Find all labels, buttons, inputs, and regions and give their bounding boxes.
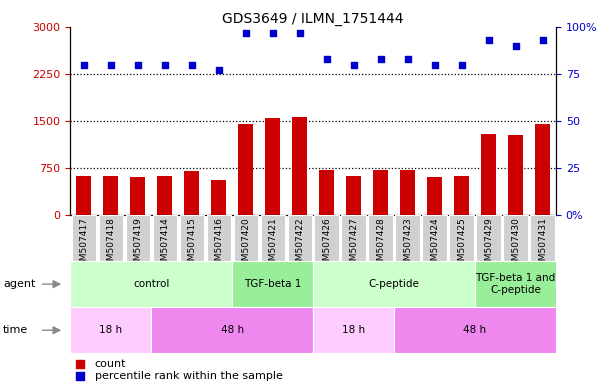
Text: GSM507419: GSM507419 [133,217,142,272]
Bar [508,135,523,215]
Text: GSM507430: GSM507430 [511,217,520,272]
Bar [288,215,312,261]
Point [456,61,466,68]
Text: C-peptide: C-peptide [368,279,420,289]
Bar [70,307,152,353]
Text: GSM507427: GSM507427 [349,217,358,272]
Bar [211,180,226,215]
Bar [70,261,232,307]
Bar [292,117,307,215]
Bar [71,215,96,261]
Bar [422,215,447,261]
Point [133,61,142,68]
Text: GSM507428: GSM507428 [376,217,385,272]
Text: GSM507431: GSM507431 [538,217,547,272]
Bar [373,170,388,215]
Text: GSM507417: GSM507417 [79,217,88,272]
Text: percentile rank within the sample: percentile rank within the sample [95,371,282,381]
Point [187,61,197,68]
Point [214,67,224,73]
Bar [313,261,475,307]
Text: 18 h: 18 h [99,325,122,335]
Bar [394,307,556,353]
Text: GSM507423: GSM507423 [403,217,412,272]
Bar [153,215,177,261]
Bar [207,215,231,261]
Bar [481,134,496,215]
Text: GSM507420: GSM507420 [241,217,250,272]
Point [106,61,115,68]
Point [403,56,412,62]
Point [79,61,89,68]
Bar [530,215,555,261]
Bar [315,215,338,261]
Text: 18 h: 18 h [342,325,365,335]
Point [241,30,251,36]
Text: GSM507422: GSM507422 [295,217,304,272]
Text: GSM507429: GSM507429 [484,217,493,272]
Bar [427,177,442,215]
Point [376,56,386,62]
Text: control: control [133,279,169,289]
Bar [477,215,500,261]
Bar [395,215,420,261]
Text: GSM507426: GSM507426 [322,217,331,272]
Bar [260,215,285,261]
Text: GSM507416: GSM507416 [214,217,223,272]
Point [75,361,85,367]
Point [160,61,170,68]
Bar [76,176,91,215]
Bar [126,215,150,261]
Text: agent: agent [3,279,35,289]
Bar [342,215,366,261]
Point [75,373,85,379]
Text: TGF-beta 1 and
C-peptide: TGF-beta 1 and C-peptide [475,273,555,295]
Text: TGF-beta 1: TGF-beta 1 [244,279,301,289]
Bar [535,124,550,215]
Bar [152,307,313,353]
Text: GDS3649 / ILMN_1751444: GDS3649 / ILMN_1751444 [222,12,404,25]
Text: GSM507414: GSM507414 [160,217,169,272]
Point [295,30,304,36]
Bar [233,215,258,261]
Text: 48 h: 48 h [221,325,244,335]
Point [538,37,547,43]
Point [511,43,521,49]
Point [349,61,359,68]
Text: GSM507425: GSM507425 [457,217,466,272]
Bar [450,215,474,261]
Point [430,61,439,68]
Bar [454,176,469,215]
Bar [319,170,334,215]
Bar [368,215,393,261]
Text: count: count [95,359,126,369]
Bar [238,124,253,215]
Bar [103,176,118,215]
Text: GSM507424: GSM507424 [430,217,439,272]
Bar [475,261,556,307]
Bar [180,215,204,261]
Bar [503,215,528,261]
Bar [130,177,145,215]
Point [268,30,277,36]
Text: time: time [3,325,28,335]
Bar [232,261,313,307]
Bar [346,176,361,215]
Bar [98,215,123,261]
Bar [265,118,280,215]
Bar [400,170,415,215]
Text: 48 h: 48 h [464,325,486,335]
Text: GSM507415: GSM507415 [187,217,196,272]
Point [322,56,332,62]
Point [484,37,494,43]
Text: GSM507418: GSM507418 [106,217,115,272]
Bar [157,175,172,215]
Bar [313,307,394,353]
Text: GSM507421: GSM507421 [268,217,277,272]
Bar [185,171,199,215]
